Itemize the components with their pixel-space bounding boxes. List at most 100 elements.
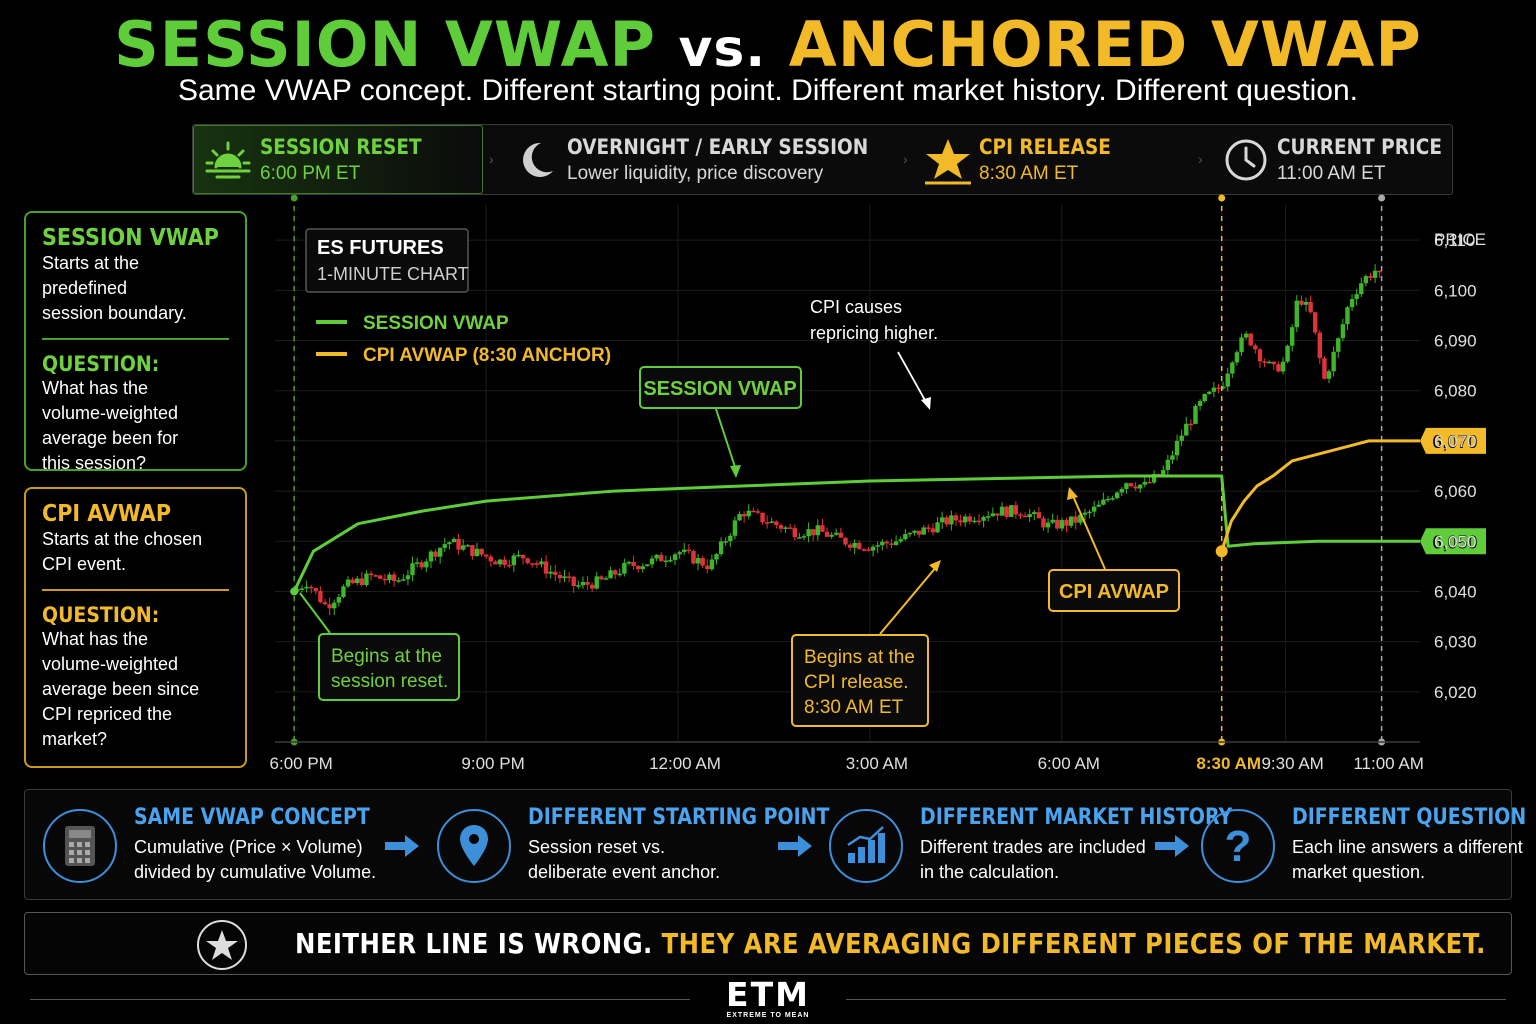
legend-session-vwap: SESSION VWAP [363, 313, 509, 334]
x-tick-label: 9:30 AM [1261, 754, 1323, 773]
chevron-right-icon: › [489, 151, 494, 167]
cpi-note-arrowhead [921, 397, 931, 410]
vwap-chart: 6,070 6,050 6,110 6,100 6,090 6,080 6,070 6,06… [270, 194, 1486, 773]
card-desc-line: Starts at the predefined [42, 253, 140, 298]
candle-body [507, 564, 512, 567]
candle-body [686, 549, 692, 552]
x-tick-label: 8:30 AM [1196, 754, 1261, 773]
candle-body [474, 548, 480, 556]
verdict-part2: THEY ARE AVERAGING DIFFERENT PIECES OF T… [661, 927, 1486, 960]
verdict-banner: NEITHER LINE IS WRONG. THEY ARE AVERAGIN… [24, 912, 1512, 975]
card-divider [42, 338, 229, 340]
candle-body [1368, 276, 1373, 278]
candle-body [962, 516, 968, 523]
candle-body [460, 545, 466, 550]
verdict-part1: NEITHER LINE IS WRONG. [295, 927, 653, 960]
value-label: 6,070 [1432, 432, 1477, 452]
card-title: CPI AVWAP [42, 501, 172, 527]
candle-body [1276, 364, 1281, 372]
candle-body [1322, 358, 1327, 379]
candle-body [889, 543, 894, 545]
candle-body [548, 571, 553, 574]
candle-body [1211, 387, 1217, 392]
candle-body [824, 531, 830, 537]
x-tick-label: 12:00 AM [649, 754, 721, 773]
candle-body [1193, 405, 1198, 424]
candle-body [382, 578, 388, 581]
candle-body [875, 545, 880, 547]
card-question-line: CPI repriced the [42, 704, 173, 724]
candle-body [594, 576, 599, 589]
candle-body [677, 552, 682, 555]
session-vwap-callout-label: SESSION VWAP [643, 378, 796, 400]
candle-body [1253, 345, 1258, 350]
begins-cpi-line: Begins at the [804, 647, 915, 668]
candle-body [626, 561, 632, 564]
candle-body [1161, 470, 1166, 476]
candle-body [755, 511, 761, 513]
candle-body [857, 542, 862, 550]
candle-body [935, 522, 940, 533]
card-divider [42, 589, 229, 591]
concept-desc: Cumulative (Price × Volume) divided by c… [134, 835, 376, 885]
candle-body [1197, 401, 1203, 406]
logo-tagline: EXTREME TO MEAN [726, 1012, 810, 1019]
session-reset-highlight [193, 125, 483, 194]
candle-body [368, 573, 374, 576]
candle-body [622, 562, 627, 574]
footer-divider-right [846, 999, 1506, 1000]
candle-body [893, 541, 899, 545]
logo-wordmark: ETM [726, 975, 810, 1014]
candle-body [1234, 352, 1240, 363]
y-tick-label: 6,030 [1434, 633, 1477, 652]
candle-body [1091, 506, 1097, 512]
candle-body [903, 534, 908, 540]
begins-cpi-line: CPI release. [804, 672, 909, 693]
event-dot-top [290, 194, 298, 202]
y-tick-label: 6,060 [1434, 482, 1477, 501]
candle-body [1082, 512, 1088, 515]
candle-body [516, 554, 521, 557]
x-tick-label: 9:00 PM [461, 754, 524, 773]
event-dot-top [1218, 194, 1226, 202]
candle-body [341, 586, 346, 597]
candle-body [847, 544, 853, 548]
candle-body [797, 537, 802, 539]
candle-body [1078, 514, 1083, 523]
candle-body [1004, 506, 1009, 517]
y-tick-label: 6,050 [1434, 532, 1477, 551]
candle-body [1326, 371, 1332, 379]
candle-body [562, 576, 567, 579]
candle-body [1142, 481, 1148, 485]
session-vwap-callout-arrowhead [730, 465, 741, 478]
candle-body [1059, 520, 1065, 529]
concept-desc-line: divided by cumulative Volume. [134, 862, 377, 882]
page-subtitle: Same VWAP concept. Different starting po… [177, 74, 1358, 107]
card-desc-line: CPI event. [42, 554, 127, 574]
cpi-note-line: CPI causes [810, 297, 902, 317]
candle-body [410, 563, 415, 576]
candle-body [387, 574, 392, 581]
candle-body [336, 596, 342, 603]
candle-body [916, 530, 922, 535]
chevron-right-icon: › [1198, 151, 1203, 167]
candle-body [829, 534, 834, 537]
y-tick-label: 6,110 [1434, 231, 1475, 250]
candle-body [705, 565, 710, 570]
candle-body [1239, 337, 1244, 353]
candle-body [391, 574, 397, 581]
timeline-title: CURRENT PRICE [1277, 135, 1442, 159]
value-label-bg [1420, 427, 1486, 454]
candle-body [939, 517, 945, 523]
candle-body [815, 525, 821, 536]
candle-body [497, 559, 503, 565]
begins-session-line: session reset. [331, 671, 448, 692]
candle-body [437, 547, 443, 557]
candle-body [866, 549, 871, 551]
candle-body [811, 529, 816, 536]
candle-body [695, 558, 701, 564]
candle-body [1266, 361, 1272, 364]
candle-body [1073, 516, 1078, 523]
candle-body [520, 554, 526, 559]
candle-body [746, 510, 751, 517]
